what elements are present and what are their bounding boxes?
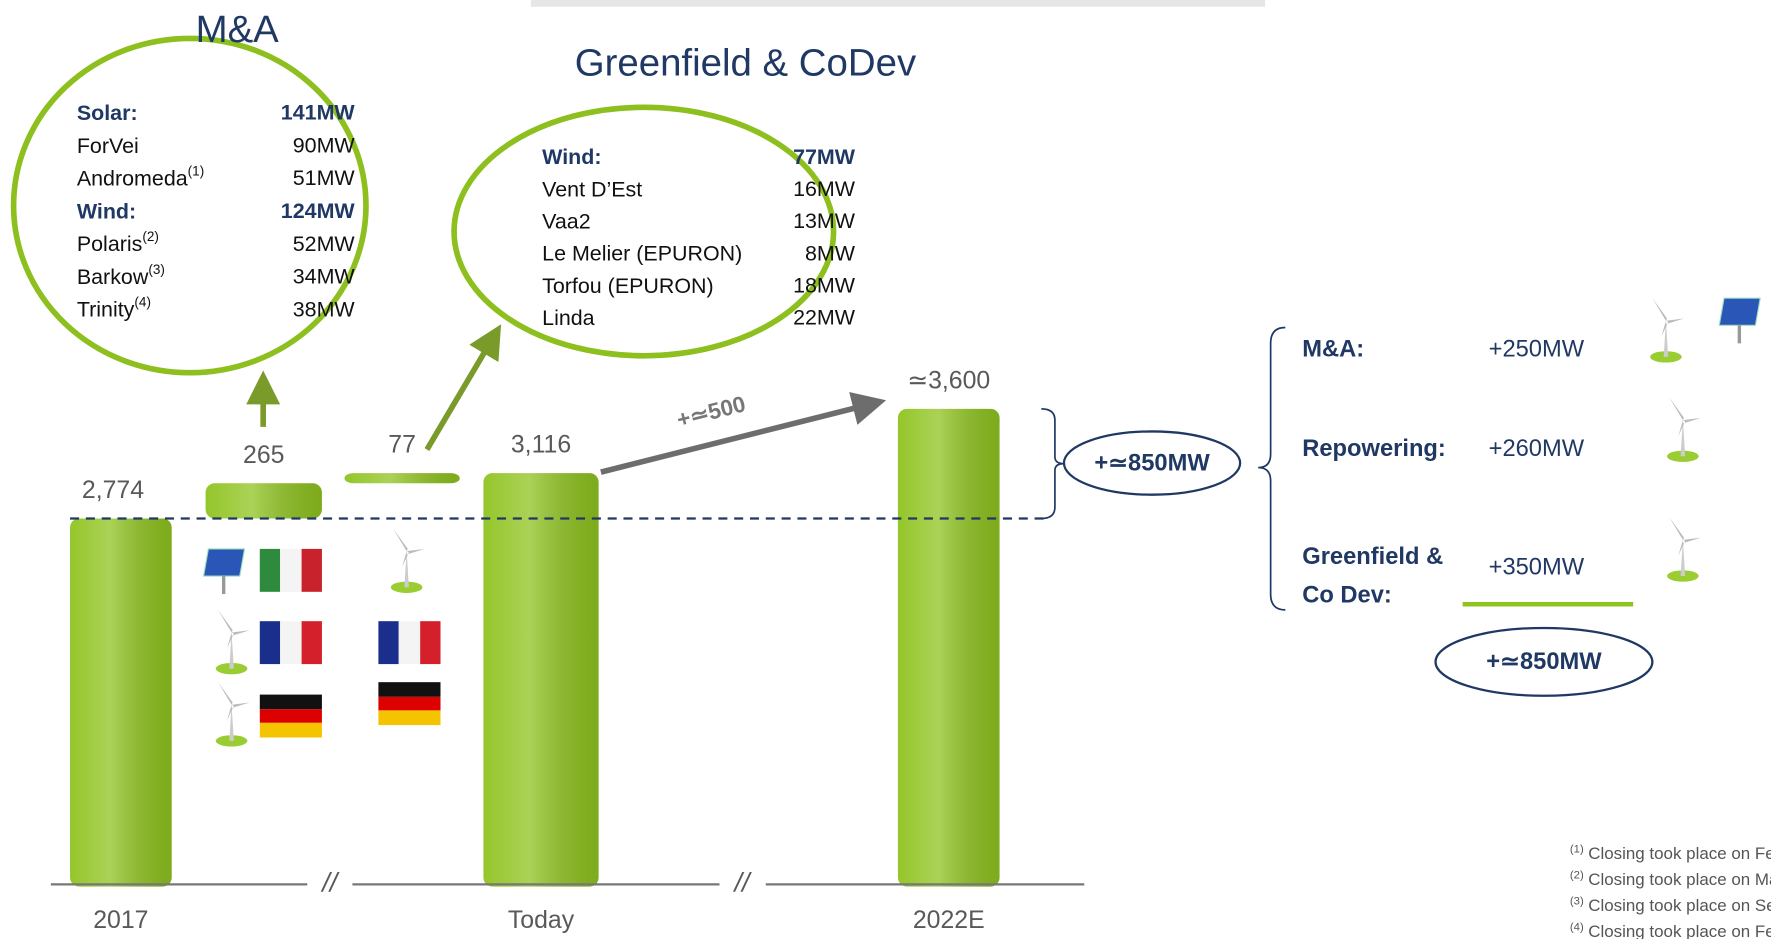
footnote-text: Closing took place on September 13, 2019	[1588, 896, 1771, 915]
callout-label: Torfou (EPURON)	[542, 274, 714, 298]
callout-label-text: Vent D’Est	[542, 177, 642, 201]
callout-value: 52MW	[293, 232, 356, 256]
footnote-mark: (4)	[1570, 921, 1584, 933]
bar-shine	[206, 483, 322, 518]
increment-label: +≃500	[674, 391, 748, 432]
callout-label-text: Solar:	[77, 101, 138, 125]
callout-label: ForVei	[77, 133, 139, 157]
footnote-mark: (1)	[1570, 843, 1584, 855]
callout-value: 90MW	[293, 133, 356, 157]
breakdown-value: +350MW	[1489, 554, 1585, 580]
breakdown-value: +250MW	[1489, 336, 1585, 362]
callout-note: (4)	[134, 294, 151, 309]
bar-shine	[483, 473, 598, 887]
callout-value: 38MW	[293, 297, 356, 321]
callout-ellipse	[454, 107, 833, 355]
breakdown-label: M&A:	[1302, 336, 1364, 362]
callout-value: 124MW	[281, 199, 356, 223]
value-label: 2,774	[82, 477, 144, 504]
callout-value: 141MW	[281, 101, 356, 125]
callout-title: M&A	[196, 8, 280, 51]
x-tick-label: 2017	[93, 907, 148, 934]
callout-label-text: ForVei	[77, 133, 139, 157]
footnote-text: Closing took place on February 12, 2019	[1588, 844, 1771, 863]
callout-value: 22MW	[793, 306, 856, 330]
callout-label-text: Le Melier (EPURON)	[542, 241, 742, 265]
callout-note: (3)	[148, 262, 165, 277]
callout-label: Le Melier (EPURON)	[542, 241, 742, 265]
value-label: ≃3,600	[907, 367, 990, 394]
footnote-text: Closing took place on February 24, 2020	[1588, 922, 1771, 939]
footnote: (4) Closing took place on February 24, 20…	[1570, 921, 1771, 939]
axis-break: //	[320, 866, 340, 897]
callout-label-text: Barkow	[77, 265, 149, 289]
callout-label: Wind:	[77, 199, 136, 223]
callout-label: Vaa2	[542, 209, 590, 233]
callout-label-text: Vaa2	[542, 209, 590, 233]
callout-value: 16MW	[793, 177, 856, 201]
footnote-text: Closing took place on May 6, 2019	[1588, 870, 1771, 889]
breakdown-total: +≃850MW	[1486, 649, 1602, 675]
callout-label: Wind:	[542, 145, 601, 169]
callout-label: Solar:	[77, 101, 138, 125]
footnote-mark: (2)	[1570, 869, 1584, 881]
callout-label: Linda	[542, 306, 595, 330]
callout-label-text: Trinity	[77, 297, 135, 321]
breakdown-label: Repowering:	[1302, 436, 1446, 462]
bar-shine	[70, 518, 172, 886]
callout-value: 51MW	[293, 166, 356, 190]
value-label: 3,116	[511, 432, 571, 459]
callout-value: 34MW	[293, 265, 356, 289]
callout-value: 13MW	[793, 209, 856, 233]
value-label: 77	[388, 432, 416, 459]
chart: 2,774 2017 265 77 3,116 Today ≃3,600 2022E // // +…	[0, 0, 1771, 939]
callout-label-text: Linda	[542, 306, 595, 330]
callout-value: 77MW	[793, 145, 856, 169]
footnote-mark: (3)	[1570, 895, 1584, 907]
total-label: +≃850MW	[1094, 450, 1210, 476]
callout-value: 8MW	[805, 241, 856, 265]
breakdown-value: +260MW	[1489, 436, 1585, 462]
x-tick-label: Today	[508, 907, 575, 934]
callout-label-text: Torfou (EPURON)	[542, 274, 714, 298]
callout-label: Andromeda(1)	[77, 163, 204, 190]
callout-label-text: Wind:	[77, 199, 136, 223]
callout-value: 18MW	[793, 274, 856, 298]
callout-title: Greenfield & CoDev	[575, 42, 917, 85]
top-bar	[531, 0, 1265, 7]
footnote: (2) Closing took place on May 6, 2019	[1570, 869, 1771, 889]
footnote: (3) Closing took place on September 13, 2…	[1570, 895, 1771, 915]
callout-label-text: Polaris	[77, 232, 143, 256]
callout-note: (2)	[142, 229, 159, 244]
callout-label: Vent D’Est	[542, 177, 642, 201]
breakdown-label: Co Dev:	[1302, 583, 1392, 609]
callout-note: (1)	[188, 163, 205, 178]
breakdown-label: Greenfield &	[1302, 544, 1443, 570]
arrow	[427, 339, 493, 450]
bar-shine	[898, 409, 1000, 887]
callout-label-text: Andromeda	[77, 166, 188, 190]
brace	[1258, 328, 1285, 610]
brace	[1041, 409, 1064, 519]
callout-label-text: Wind:	[542, 145, 601, 169]
bar-shine	[345, 473, 460, 483]
footnote: (1) Closing took place on February 12, 20…	[1570, 843, 1771, 863]
axis-break: //	[733, 866, 753, 897]
value-label: 265	[243, 442, 284, 469]
x-tick-label: 2022E	[913, 907, 985, 934]
